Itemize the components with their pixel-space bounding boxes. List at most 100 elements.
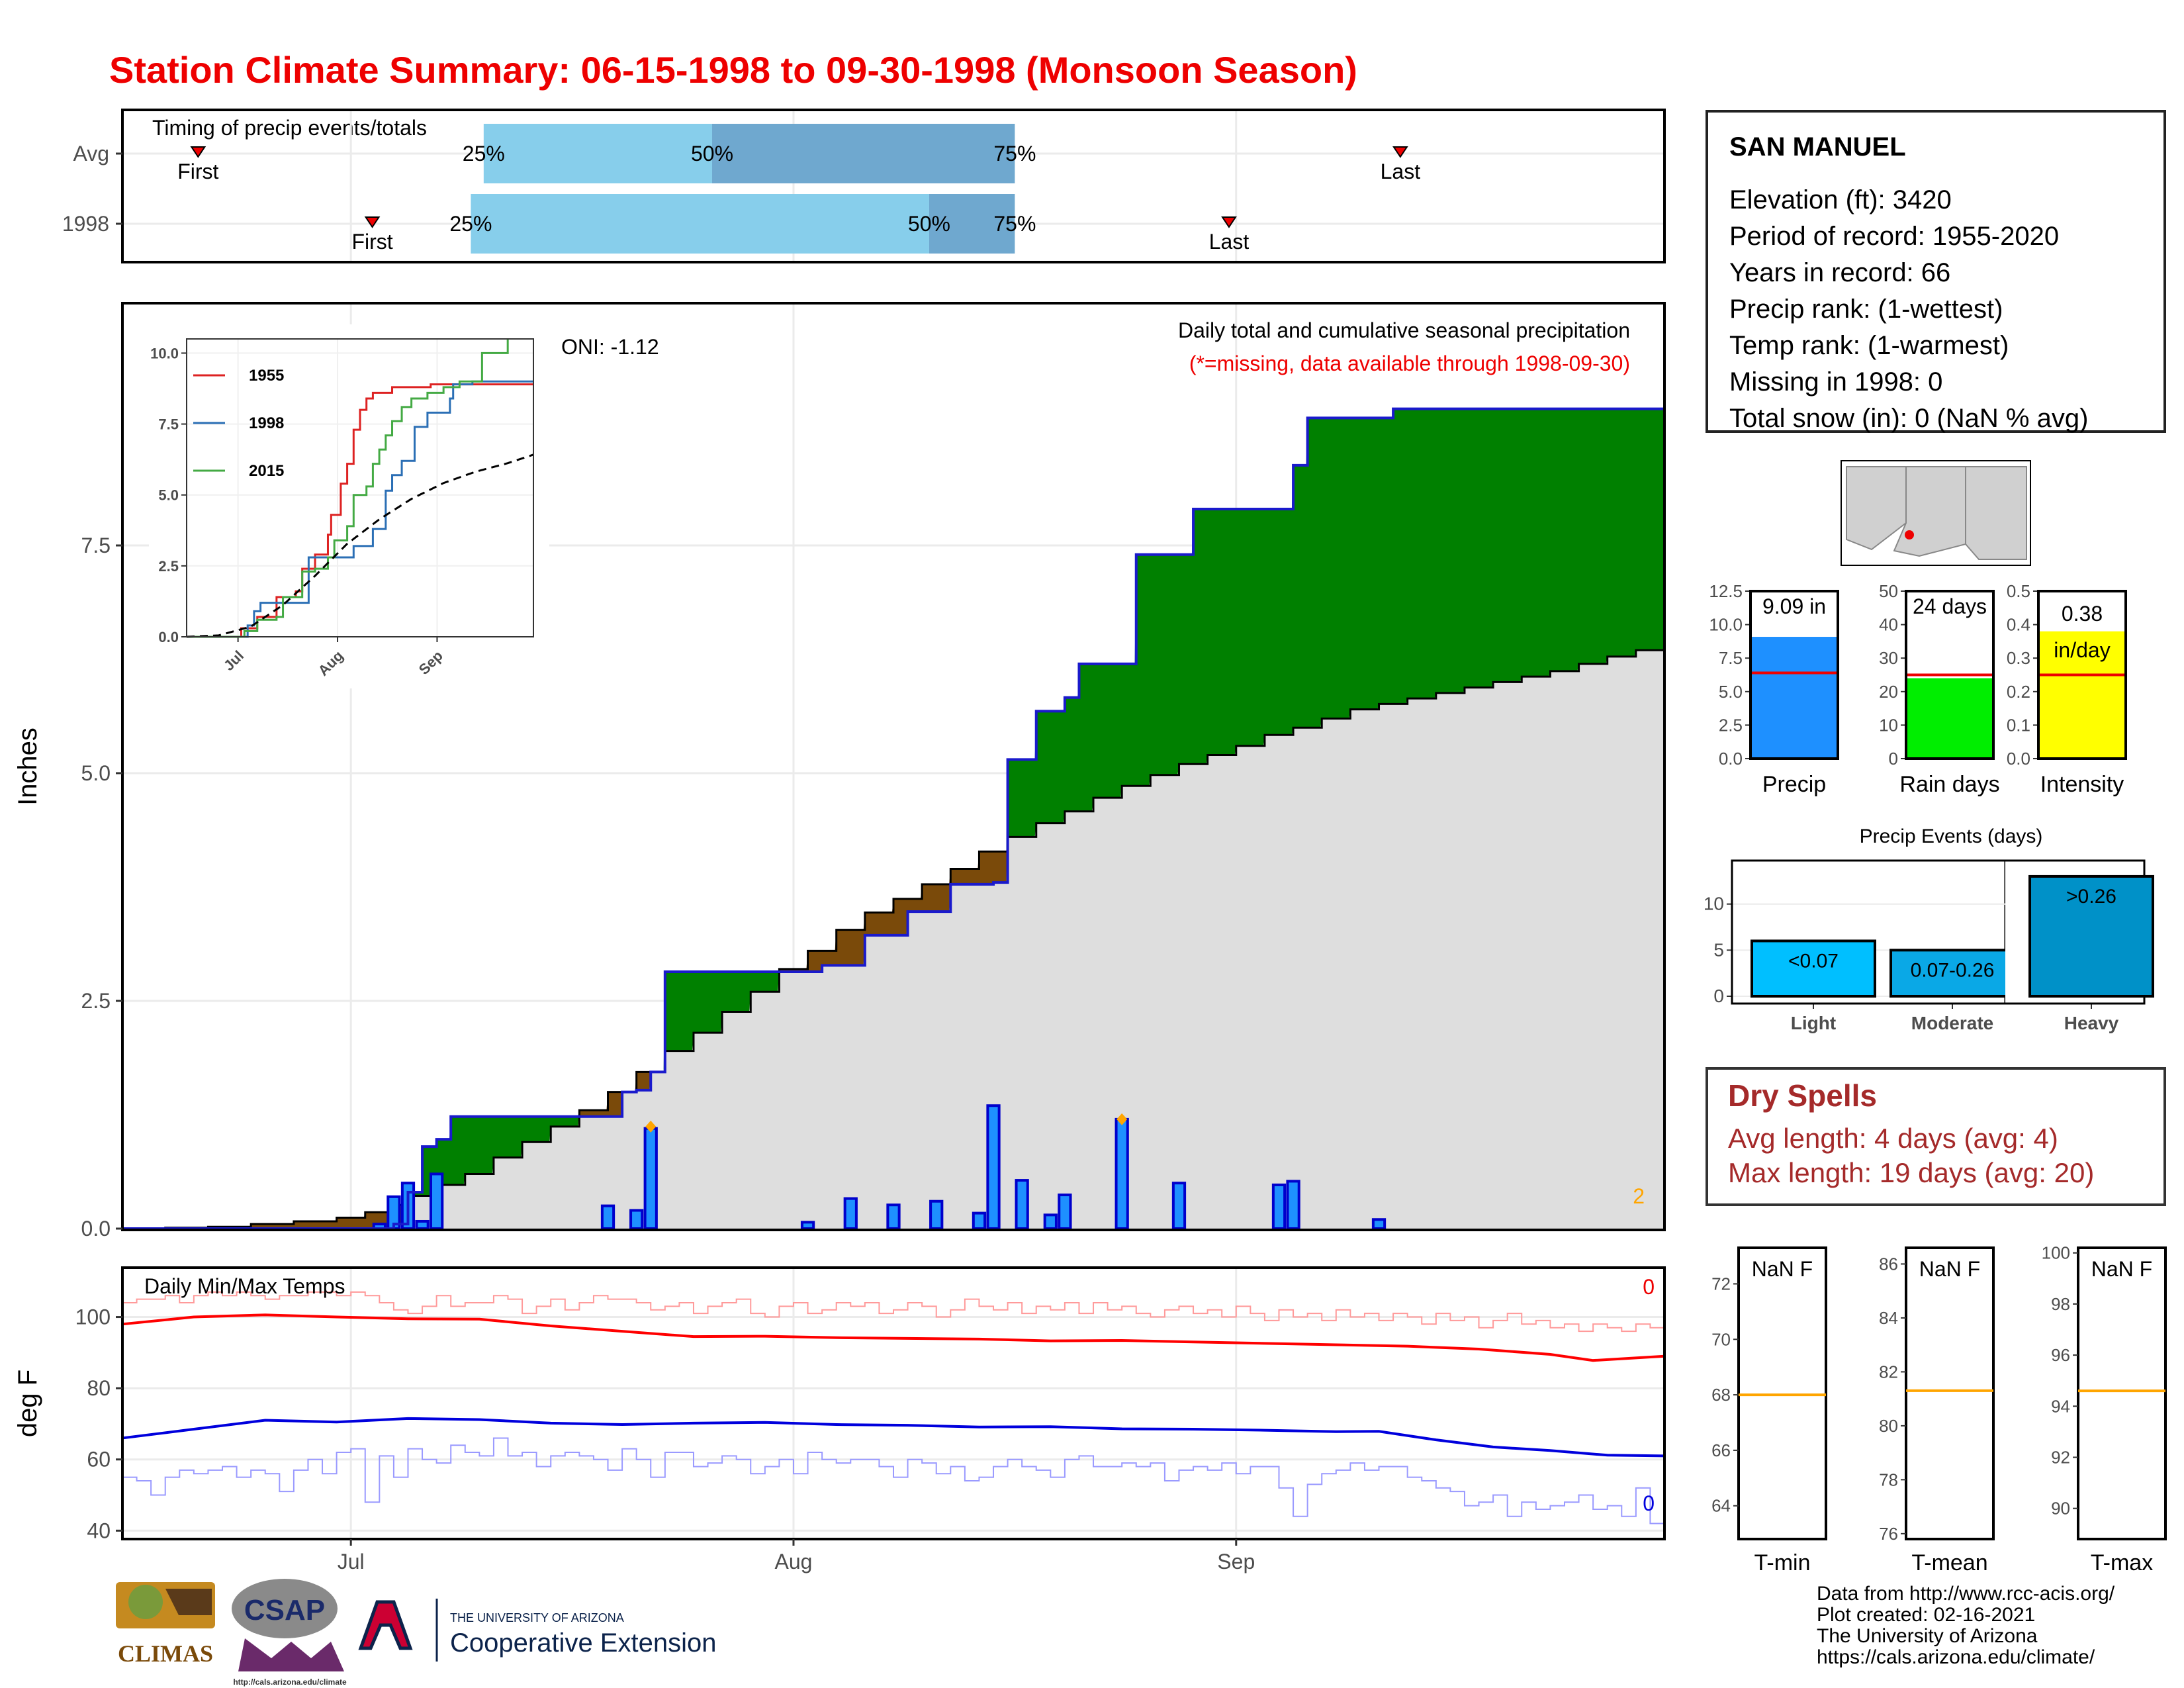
- y-tick-label: 2.5: [81, 989, 111, 1013]
- events-bar-value: 0.07-0.26: [1911, 959, 1995, 981]
- mini-bar-frame: [1749, 590, 1839, 760]
- dry-spells-title: Dry Spells: [1728, 1078, 1877, 1113]
- inset-frame: [186, 338, 534, 637]
- observed-cumulative-line: [122, 407, 1664, 1230]
- temp-box-label: T-max: [2091, 1550, 2153, 1575]
- dry-spells-max: Max length: 19 days (avg: 20): [1728, 1157, 2095, 1188]
- mini-bar-unit: in/day: [2054, 638, 2110, 662]
- daily-precip-bar: [1058, 1194, 1072, 1231]
- precip-panel: Daily total and cumulative seasonal prec…: [13, 302, 1666, 1241]
- avg-tmax-line: [122, 1313, 1665, 1362]
- climas-logo: CLIMAS: [116, 1582, 215, 1667]
- events-y-tick: 0: [1713, 986, 1724, 1006]
- inset-y-tick: 2.5: [158, 558, 179, 575]
- temp-box-y-tick: 94: [2051, 1396, 2070, 1416]
- temp-box-value: NaN F: [1919, 1257, 1980, 1281]
- events-x-label: Moderate: [1911, 1013, 1993, 1033]
- daily-precip-bar: [643, 1127, 658, 1231]
- station-period: Period of record: 1955-2020: [1729, 222, 2060, 251]
- timing-marker-label: Last: [1381, 160, 1421, 183]
- y-tick-label: 40: [87, 1519, 111, 1542]
- daily-tmin-line: [122, 1437, 1664, 1524]
- temp-box-y-tick: 96: [2051, 1345, 2070, 1365]
- precip-ylabel: Inches: [13, 727, 42, 806]
- credit-line: https://cals.arizona.edu/climate/: [1817, 1646, 2095, 1668]
- credit-line: The University of Arizona: [1817, 1625, 2038, 1647]
- daily-precip-bar: [1286, 1180, 1300, 1230]
- temp-box-y-tick: 98: [2051, 1294, 2070, 1314]
- timing-label: Timing of precip events/totals: [152, 116, 427, 140]
- inset-y-tick: 10.0: [150, 345, 179, 361]
- quartile-label: 25%: [463, 142, 505, 165]
- daily-precip-bar: [1171, 1182, 1187, 1230]
- temp-box-frame: [1737, 1246, 1827, 1540]
- missing-marker: [1116, 1113, 1128, 1125]
- inset-y-tick: 7.5: [158, 416, 179, 433]
- timing-marker-label: First: [177, 160, 218, 183]
- mini-bar-label: Intensity: [2040, 772, 2124, 797]
- station-marker: [1905, 530, 1914, 539]
- events-title: Precip Events (days): [1860, 825, 2043, 847]
- y-tick-label: 100: [75, 1305, 111, 1329]
- mini-bar: [2038, 631, 2126, 759]
- daily-precip-bar: [430, 1172, 444, 1230]
- timing-marker: [364, 216, 381, 228]
- credit-line: Data from http://www.rcc-acis.org/: [1817, 1583, 2115, 1605]
- inset-series-2015: [187, 339, 509, 638]
- temp-box-y-tick: 66: [1711, 1440, 1731, 1460]
- events-y-tick: 5: [1713, 939, 1724, 960]
- csap-url: http://cals.arizona.edu/climate: [233, 1677, 347, 1687]
- temp-box-frame: [1905, 1246, 1995, 1540]
- coop-text: Cooperative Extension: [450, 1628, 716, 1658]
- timing-marker: [1392, 146, 1408, 158]
- mini-y-tick: 7.5: [1719, 648, 1743, 668]
- mini-y-tick: 40: [1879, 615, 1898, 635]
- daily-precip-bar: [600, 1204, 615, 1230]
- events-bar-value: <0.07: [1788, 950, 1839, 972]
- temp-box-y-tick: 82: [1879, 1362, 1898, 1382]
- station-precip-rank: Precip rank: (1-wettest): [1729, 295, 2003, 324]
- legend-label: 1955: [249, 367, 284, 385]
- quartile-bar-lower: [471, 194, 929, 254]
- temp-box-y-tick: 84: [1879, 1308, 1898, 1328]
- mini-y-tick: 10: [1879, 715, 1898, 735]
- mini-y-tick: 10.0: [1709, 615, 1743, 635]
- mini-bar-label: Precip: [1762, 772, 1826, 797]
- temp-box-y-tick: 72: [1711, 1274, 1731, 1293]
- daily-precip-bar: [1115, 1117, 1129, 1230]
- legend-label: 1998: [249, 414, 284, 432]
- timing-panel: Timing of precip events/totals Avg 25% 50%…: [62, 109, 1666, 263]
- oni-label: ONI: -1.12: [561, 335, 659, 359]
- missing-note: (*=missing, data available through 1998-…: [1189, 352, 1630, 375]
- station-snow: Total snow (in): 0 (NaN % avg): [1729, 404, 2089, 433]
- daily-precip-bar: [843, 1197, 858, 1231]
- temp-title: Daily Min/Max Temps: [144, 1274, 345, 1298]
- quartile-label: 75%: [993, 142, 1036, 165]
- legend-label: 2015: [249, 462, 284, 480]
- y-tick-label: 5.0: [81, 761, 111, 785]
- mini-bar: [1906, 678, 1993, 759]
- timing-row-label: 1998: [62, 212, 109, 236]
- month-label: Aug: [775, 1550, 813, 1573]
- quartile-label: 25%: [449, 212, 492, 236]
- timing-marker-label: Last: [1209, 230, 1250, 254]
- y-tick-label: 0.0: [81, 1217, 111, 1241]
- dry-spells-box: Dry Spells Avg length: 4 days (avg: 4) M…: [1706, 1067, 2166, 1206]
- mini-y-tick: 20: [1879, 682, 1898, 702]
- inset-series-1998: [187, 380, 533, 638]
- mini-y-tick: 0: [1889, 749, 1898, 769]
- arizona-location-map: [1841, 460, 2031, 566]
- station-name: SAN MANUEL: [1729, 132, 1906, 162]
- mini-y-tick: 50: [1879, 581, 1898, 601]
- temp-box-label: T-mean: [1911, 1550, 1987, 1575]
- events-x-label: Heavy: [2064, 1013, 2119, 1033]
- temp-box-y-tick: 64: [1711, 1496, 1731, 1516]
- daily-precip-bar: [1015, 1179, 1029, 1231]
- station-elevation: Elevation (ft): 3420: [1729, 185, 1952, 214]
- temp-box-y-tick: 68: [1711, 1385, 1731, 1405]
- station-temp-rank: Temp rank: (1-warmest): [1729, 331, 2009, 360]
- temp-ylabel: deg F: [13, 1370, 42, 1437]
- temp-box-y-tick: 78: [1879, 1470, 1898, 1489]
- inset-y-tick: 5.0: [158, 487, 179, 504]
